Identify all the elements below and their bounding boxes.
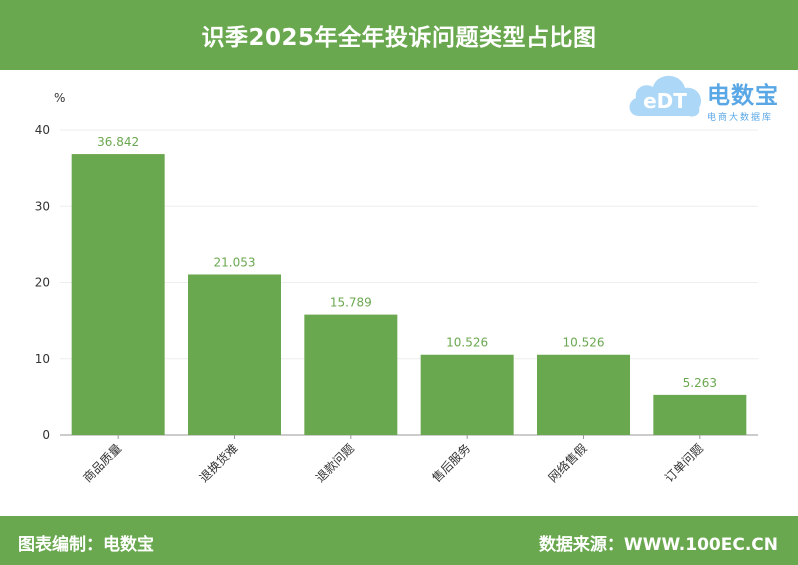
chart-header: 识季2025年全年投诉问题类型占比图 — [0, 0, 798, 70]
y-tick-label: 10 — [35, 352, 50, 366]
footer: 图表编制：电数宝 数据来源：WWW.100EC.CN — [0, 516, 798, 565]
bar — [188, 274, 281, 435]
logo-brand: 电数宝 — [707, 83, 779, 109]
bar-value-label: 10.526 — [563, 336, 605, 350]
x-axis: 商品质量 退换货难 退款问题 售后服务 网络售假 订单问题 — [80, 435, 706, 485]
footer-credit: 图表编制：电数宝 — [18, 535, 154, 555]
bar-chart: 0 10 20 30 40 % 36.842 21.053 15.789 10.526 10.5… — [35, 91, 758, 485]
x-tick-label: 退款问题 — [313, 441, 357, 485]
bar-value-label: 21.053 — [214, 255, 256, 269]
cloud-logo-icon: eDT — [629, 75, 702, 117]
y-axis: 0 10 20 30 40 — [35, 123, 50, 442]
logo: eDT 电数宝 电商大数据库 — [625, 64, 795, 126]
grid-lines — [60, 129, 758, 436]
bar — [420, 354, 514, 435]
bar — [71, 154, 165, 435]
bar-value-label: 15.789 — [330, 296, 372, 310]
x-tick-label: 退换货难 — [196, 441, 241, 486]
footer-source: 数据来源：WWW.100EC.CN — [538, 535, 778, 555]
x-tick-label: 售后服务 — [429, 441, 474, 486]
y-axis-unit-label: % — [54, 91, 65, 105]
chart-title: 识季2025年全年投诉问题类型占比图 — [201, 25, 597, 51]
y-tick-label: 40 — [35, 123, 50, 137]
x-tick-label: 商品质量 — [80, 441, 125, 486]
y-tick-label: 20 — [35, 276, 50, 290]
bar-value-label: 5.263 — [683, 376, 717, 390]
logo-mark: eDT — [643, 89, 687, 113]
x-tick-label: 订单问题 — [662, 441, 706, 485]
bar — [304, 314, 398, 435]
bars: 36.842 21.053 15.789 10.526 10.526 5.263 — [71, 135, 747, 435]
x-tick-label: 网络售假 — [545, 441, 590, 486]
bar-value-label: 10.526 — [446, 336, 488, 350]
bar — [537, 354, 630, 435]
y-tick-label: 0 — [42, 428, 50, 442]
y-tick-label: 30 — [35, 199, 50, 213]
bar-value-label: 36.842 — [97, 135, 139, 149]
bar — [653, 394, 747, 435]
logo-subtitle: 电商大数据库 — [707, 113, 774, 123]
